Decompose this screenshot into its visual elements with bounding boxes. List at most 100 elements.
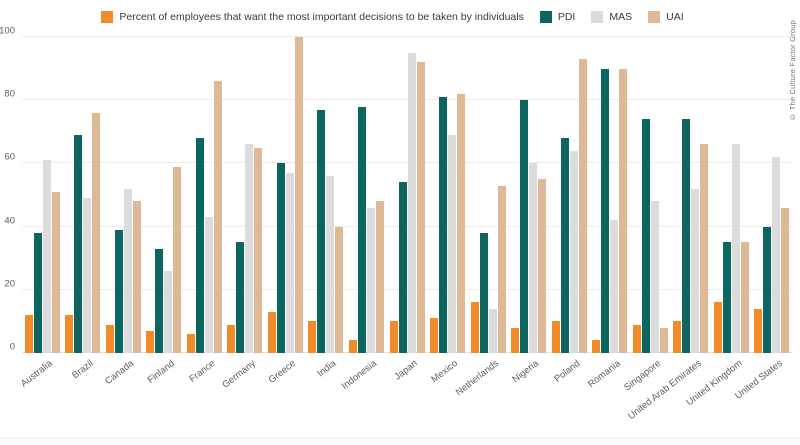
bar-pct-individual-decisions-united-kingdom[interactable] [713, 302, 722, 353]
bar-uai-singapore[interactable] [659, 327, 668, 353]
bar-pdi-romania[interactable] [601, 68, 610, 353]
bar-mas-brazil[interactable] [83, 198, 92, 353]
gridline [22, 225, 792, 227]
bar-mas-united-arab-emirates[interactable] [691, 188, 700, 353]
bar-mas-canada[interactable] [123, 188, 132, 353]
bar-pdi-japan[interactable] [398, 182, 407, 353]
bar-pdi-nigeria[interactable] [520, 100, 529, 353]
bar-pdi-canada[interactable] [114, 229, 123, 353]
bar-pct-individual-decisions-brazil[interactable] [65, 315, 74, 353]
bar-mas-germany[interactable] [245, 144, 254, 353]
bar-pdi-united-arab-emirates[interactable] [682, 119, 691, 353]
bar-mas-indonesia[interactable] [367, 207, 376, 353]
y-axis-tick-label: 20 [4, 278, 15, 290]
bar-pct-individual-decisions-indonesia[interactable] [349, 340, 358, 353]
bar-pct-individual-decisions-finland[interactable] [146, 330, 155, 353]
y-axis-tick-label: 0 [9, 341, 15, 353]
bar-mas-greece[interactable] [285, 172, 294, 353]
bar-uai-greece[interactable] [294, 37, 303, 353]
bar-pct-individual-decisions-united-arab-emirates[interactable] [673, 321, 682, 353]
y-axis-tick-label: 60 [4, 151, 15, 163]
bar-pdi-indonesia[interactable] [358, 106, 367, 353]
bar-mas-poland[interactable] [569, 150, 578, 353]
bar-pdi-mexico[interactable] [439, 97, 448, 353]
bar-pct-individual-decisions-netherlands[interactable] [470, 302, 479, 353]
bar-pct-individual-decisions-greece[interactable] [267, 311, 276, 353]
bar-pct-individual-decisions-japan[interactable] [389, 321, 398, 353]
bar-mas-france[interactable] [204, 217, 213, 353]
legend-item-uai[interactable]: UAI [648, 11, 684, 23]
x-axis-label-germany: Germany [220, 358, 258, 391]
bar-pdi-singapore[interactable] [641, 119, 650, 353]
bar-uai-netherlands[interactable] [497, 185, 506, 353]
bar-pdi-australia[interactable] [33, 232, 42, 353]
page-bottom-edge [0, 438, 800, 445]
legend-label: Percent of employees that want the most … [119, 11, 524, 23]
bar-mas-india[interactable] [326, 176, 335, 353]
gridline [22, 162, 792, 164]
x-axis: Australia Brazil Canada Finland France German… [19, 358, 792, 438]
bar-mas-nigeria[interactable] [529, 163, 538, 353]
legend-label: UAI [666, 11, 684, 23]
x-axis-label-japan: Japan [392, 358, 420, 383]
bar-mas-australia[interactable] [42, 160, 51, 353]
bar-pdi-netherlands[interactable] [479, 232, 488, 353]
y-axis-tick-label: 80 [4, 88, 15, 100]
bar-pct-individual-decisions-poland[interactable] [551, 321, 560, 353]
bar-uai-romania[interactable] [619, 68, 628, 353]
bar-pct-individual-decisions-australia[interactable] [24, 315, 33, 353]
bar-pdi-germany[interactable] [236, 242, 245, 353]
bar-uai-poland[interactable] [578, 59, 587, 353]
x-axis-label-indonesia: Indonesia [340, 358, 380, 393]
bar-uai-india[interactable] [335, 226, 344, 353]
legend-swatch-icon [101, 11, 114, 23]
bar-pdi-united-states[interactable] [763, 226, 772, 353]
bar-mas-mexico[interactable] [448, 134, 457, 353]
bar-mas-netherlands[interactable] [488, 308, 497, 353]
bar-pct-individual-decisions-canada[interactable] [105, 324, 114, 353]
bar-pdi-united-kingdom[interactable] [722, 242, 731, 353]
bar-uai-brazil[interactable] [92, 112, 101, 353]
legend-item-pdi[interactable]: PDI [539, 11, 575, 23]
bar-mas-united-kingdom[interactable] [731, 144, 740, 353]
bar-uai-nigeria[interactable] [538, 179, 547, 353]
bar-group-united-states [752, 37, 793, 353]
legend-item-percent-of-employees-that-want-the-most-[interactable]: Percent of employees that want the most … [101, 11, 524, 23]
bar-pct-individual-decisions-nigeria[interactable] [511, 327, 520, 353]
bar-mas-japan[interactable] [407, 52, 416, 353]
bar-uai-finland[interactable] [173, 166, 182, 353]
bar-uai-indonesia[interactable] [376, 201, 385, 353]
bar-uai-mexico[interactable] [457, 93, 466, 353]
bar-pct-individual-decisions-france[interactable] [186, 334, 195, 353]
bar-mas-singapore[interactable] [650, 201, 659, 353]
bar-pdi-finland[interactable] [155, 248, 164, 353]
bar-group-romania [589, 37, 630, 353]
bar-pdi-india[interactable] [317, 109, 326, 353]
bar-uai-united-kingdom[interactable] [740, 242, 749, 353]
gridline [22, 288, 792, 290]
bar-uai-australia[interactable] [51, 191, 60, 353]
bar-pct-individual-decisions-romania[interactable] [592, 340, 601, 353]
bar-uai-japan[interactable] [416, 62, 425, 353]
bar-mas-romania[interactable] [610, 220, 619, 353]
bar-pct-individual-decisions-germany[interactable] [227, 324, 236, 353]
bar-pdi-greece[interactable] [276, 163, 285, 353]
bar-group-netherlands [468, 37, 509, 353]
legend-item-mas[interactable]: MAS [591, 11, 632, 23]
bar-pdi-france[interactable] [195, 138, 204, 353]
bar-mas-united-states[interactable] [772, 157, 781, 353]
bar-pct-individual-decisions-united-states[interactable] [754, 308, 763, 353]
bar-pdi-brazil[interactable] [74, 134, 83, 353]
bar-uai-united-states[interactable] [781, 207, 790, 353]
bar-mas-finland[interactable] [164, 270, 173, 353]
bar-pct-individual-decisions-mexico[interactable] [430, 318, 439, 353]
bar-pdi-poland[interactable] [560, 138, 569, 353]
bar-uai-canada[interactable] [132, 201, 141, 353]
plot-area [22, 36, 793, 353]
bar-uai-united-arab-emirates[interactable] [700, 144, 709, 353]
bar-pct-individual-decisions-india[interactable] [308, 321, 317, 353]
bar-pct-individual-decisions-singapore[interactable] [632, 324, 641, 353]
bar-uai-germany[interactable] [254, 147, 263, 353]
bar-uai-france[interactable] [213, 81, 222, 353]
